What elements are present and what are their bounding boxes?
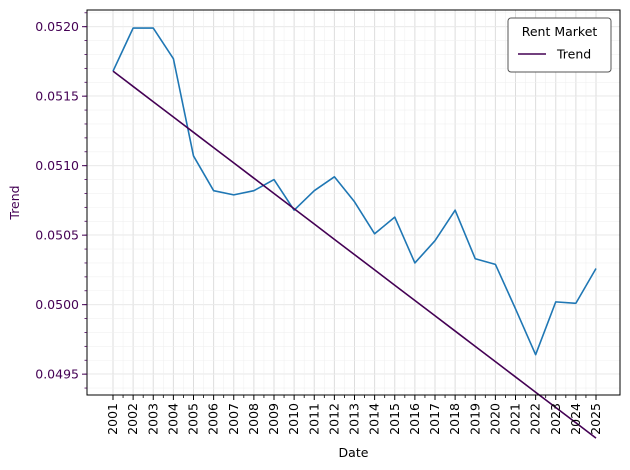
y-tick-label: 0.0520 [35, 19, 79, 34]
x-tick-label: 2003 [145, 403, 160, 435]
y-tick-label: 0.0515 [35, 89, 79, 104]
x-tick-label: 2009 [266, 403, 281, 435]
x-tick-label: 2014 [367, 403, 382, 435]
series-line-rent [112, 27, 597, 356]
series-line-trend [112, 70, 597, 439]
x-tick-label: 2005 [186, 403, 201, 435]
x-tick-label: 2023 [548, 403, 563, 435]
legend-box [507, 17, 612, 73]
x-tick-label: 2019 [467, 403, 482, 435]
x-tick-label: 2022 [528, 403, 543, 435]
legend-title: Rent Market [522, 24, 598, 39]
x-tick-label: 2021 [508, 403, 523, 435]
x-tick-label: 2025 [588, 403, 603, 435]
axes: 2001 2002 2003 2004 2005 2006 2007 2008 2009 2010… [35, 12, 603, 435]
x-tick-label: 2007 [226, 403, 241, 435]
x-tick-label: 2001 [105, 403, 120, 435]
series-layer [112, 27, 597, 439]
x-tick-label: 2024 [568, 403, 583, 435]
x-tick-label: 2017 [427, 403, 442, 435]
x-tick-label: 2015 [387, 403, 402, 435]
x-tick-label: 2002 [125, 403, 140, 435]
x-tick-label: 2011 [306, 403, 321, 435]
x-tick-label: 2010 [286, 403, 301, 435]
plot-frame [86, 9, 621, 396]
x-tick-label: 2016 [407, 403, 422, 435]
y-tick-label: 0.0495 [35, 367, 79, 382]
x-tick-label: 2006 [206, 403, 221, 435]
y-tick-label: 0.0510 [35, 158, 79, 173]
x-axis-label: Date [339, 445, 369, 460]
x-tick-label: 2013 [347, 403, 362, 435]
x-tick-label: 2012 [326, 403, 341, 435]
x-tick-label: 2004 [165, 403, 180, 435]
y-tick-label: 0.0500 [35, 297, 79, 312]
y-axis-label: Trend [7, 185, 22, 220]
legend-entry-trend: Trend [556, 47, 591, 62]
x-tick-label: 2018 [447, 403, 462, 435]
x-tick-label: 2008 [246, 403, 261, 435]
x-tick-label: 2020 [487, 403, 502, 435]
legend: Rent Market Trend [507, 17, 612, 73]
y-tick-label: 0.0505 [35, 228, 79, 243]
